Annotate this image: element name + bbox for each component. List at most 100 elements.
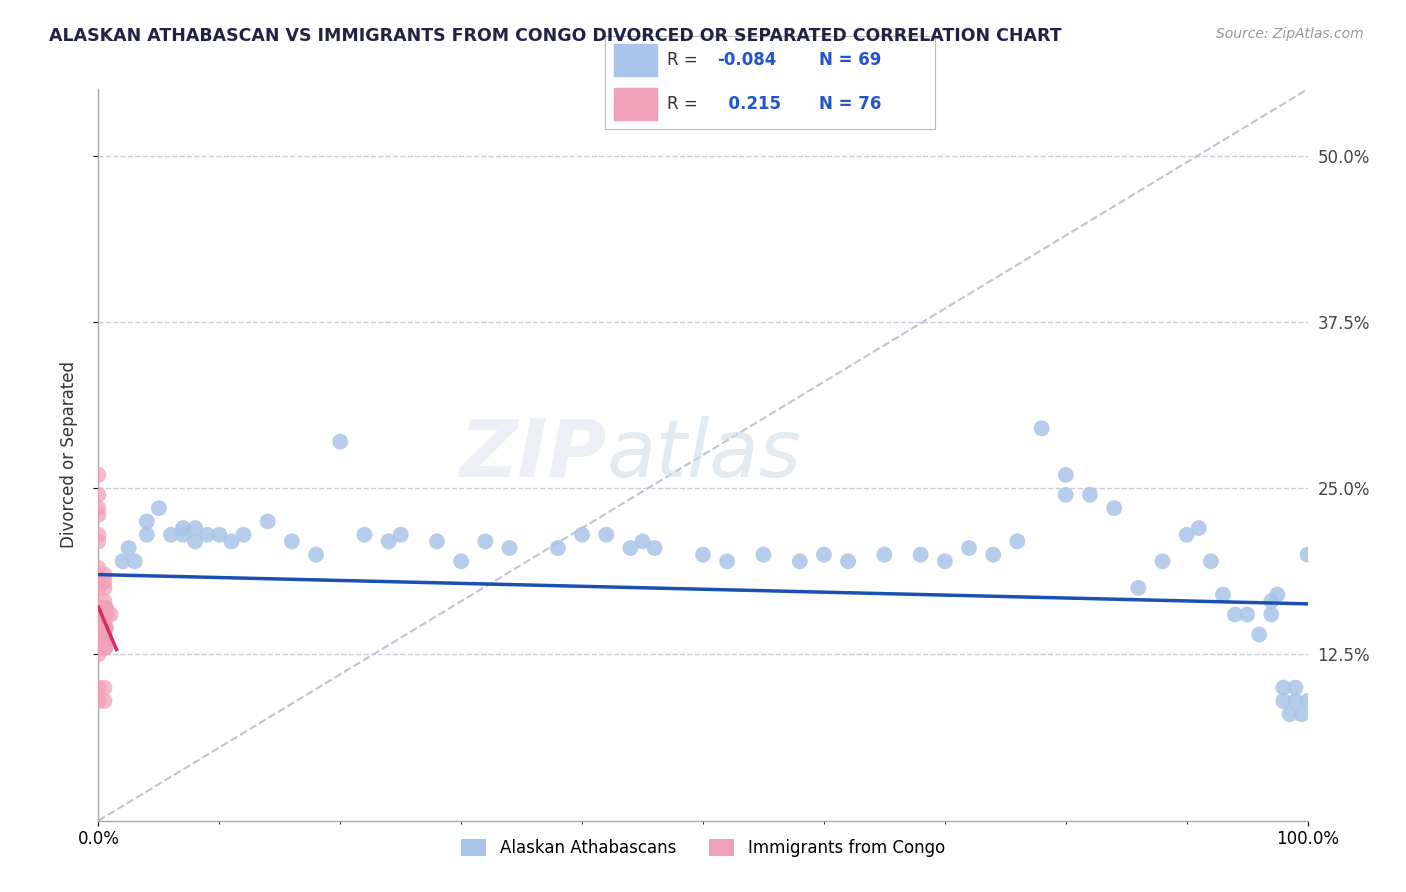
Point bbox=[93, 607, 115, 622]
Point bbox=[94, 621, 117, 635]
Point bbox=[595, 527, 617, 541]
Point bbox=[1128, 581, 1150, 595]
Point bbox=[1212, 588, 1234, 602]
Point bbox=[87, 600, 110, 615]
Point bbox=[135, 527, 157, 541]
Point bbox=[837, 554, 859, 568]
Point bbox=[195, 527, 218, 541]
Point bbox=[87, 607, 110, 622]
Point bbox=[118, 541, 141, 555]
Point bbox=[87, 621, 110, 635]
Point bbox=[93, 607, 115, 622]
Point bbox=[93, 607, 115, 622]
Point bbox=[1272, 681, 1295, 695]
Point bbox=[93, 634, 115, 648]
Text: N = 76: N = 76 bbox=[820, 95, 882, 113]
Point bbox=[94, 634, 117, 648]
Point bbox=[1260, 594, 1282, 608]
Point bbox=[93, 600, 115, 615]
Point bbox=[93, 581, 115, 595]
Text: ZIP: ZIP bbox=[458, 416, 606, 494]
Point bbox=[1199, 554, 1222, 568]
Point bbox=[619, 541, 641, 555]
Point bbox=[87, 627, 110, 641]
Point bbox=[1175, 527, 1198, 541]
Point bbox=[87, 574, 110, 589]
Point bbox=[94, 600, 117, 615]
Point bbox=[716, 554, 738, 568]
Point bbox=[93, 607, 115, 622]
Point bbox=[111, 554, 134, 568]
Point bbox=[87, 607, 110, 622]
Point bbox=[1054, 467, 1077, 482]
Point bbox=[692, 548, 714, 562]
Point bbox=[474, 534, 496, 549]
Point bbox=[571, 527, 593, 541]
Point bbox=[353, 527, 375, 541]
Point bbox=[87, 607, 110, 622]
Point bbox=[87, 607, 110, 622]
Point bbox=[135, 515, 157, 529]
Text: ALASKAN ATHABASCAN VS IMMIGRANTS FROM CONGO DIVORCED OR SEPARATED CORRELATION CH: ALASKAN ATHABASCAN VS IMMIGRANTS FROM CO… bbox=[49, 27, 1062, 45]
Point bbox=[547, 541, 569, 555]
Point bbox=[1249, 627, 1271, 641]
Point bbox=[93, 607, 115, 622]
Point bbox=[305, 548, 328, 562]
Point bbox=[87, 621, 110, 635]
Text: N = 69: N = 69 bbox=[820, 51, 882, 69]
Point bbox=[94, 621, 117, 635]
Point bbox=[87, 581, 110, 595]
Point bbox=[87, 607, 110, 622]
Point bbox=[94, 640, 117, 655]
Point bbox=[94, 607, 117, 622]
Point bbox=[87, 621, 110, 635]
Point bbox=[184, 521, 207, 535]
Point bbox=[957, 541, 980, 555]
Point bbox=[87, 607, 110, 622]
Point bbox=[221, 534, 243, 549]
Point bbox=[1260, 607, 1282, 622]
Point bbox=[450, 554, 472, 568]
Point bbox=[93, 574, 115, 589]
Point bbox=[87, 600, 110, 615]
Point bbox=[813, 548, 835, 562]
Point bbox=[1296, 548, 1319, 562]
Point bbox=[1272, 694, 1295, 708]
Point bbox=[934, 554, 956, 568]
Point bbox=[93, 621, 115, 635]
Point bbox=[87, 527, 110, 541]
Point bbox=[389, 527, 412, 541]
Point bbox=[873, 548, 896, 562]
Point bbox=[1296, 694, 1319, 708]
Point bbox=[93, 627, 115, 641]
Point bbox=[87, 467, 110, 482]
Point bbox=[124, 554, 146, 568]
Point bbox=[256, 515, 278, 529]
Point bbox=[87, 607, 110, 622]
Point bbox=[1284, 681, 1306, 695]
Point bbox=[87, 621, 110, 635]
Point bbox=[644, 541, 666, 555]
Point bbox=[87, 614, 110, 628]
Point bbox=[1007, 534, 1029, 549]
Point bbox=[87, 561, 110, 575]
Point bbox=[1223, 607, 1246, 622]
Point bbox=[1278, 707, 1301, 722]
Bar bbox=[614, 44, 658, 76]
Point bbox=[93, 640, 115, 655]
Text: 0.215: 0.215 bbox=[717, 95, 780, 113]
Point bbox=[93, 600, 115, 615]
Point bbox=[94, 607, 117, 622]
Point bbox=[87, 640, 110, 655]
Point bbox=[329, 434, 352, 449]
Point bbox=[87, 694, 110, 708]
Point bbox=[426, 534, 449, 549]
Point bbox=[172, 521, 194, 535]
Point bbox=[87, 508, 110, 522]
Point bbox=[1284, 694, 1306, 708]
Point bbox=[93, 594, 115, 608]
Point bbox=[94, 600, 117, 615]
Point bbox=[93, 621, 115, 635]
Point bbox=[148, 501, 170, 516]
Y-axis label: Divorced or Separated: Divorced or Separated bbox=[59, 361, 77, 549]
